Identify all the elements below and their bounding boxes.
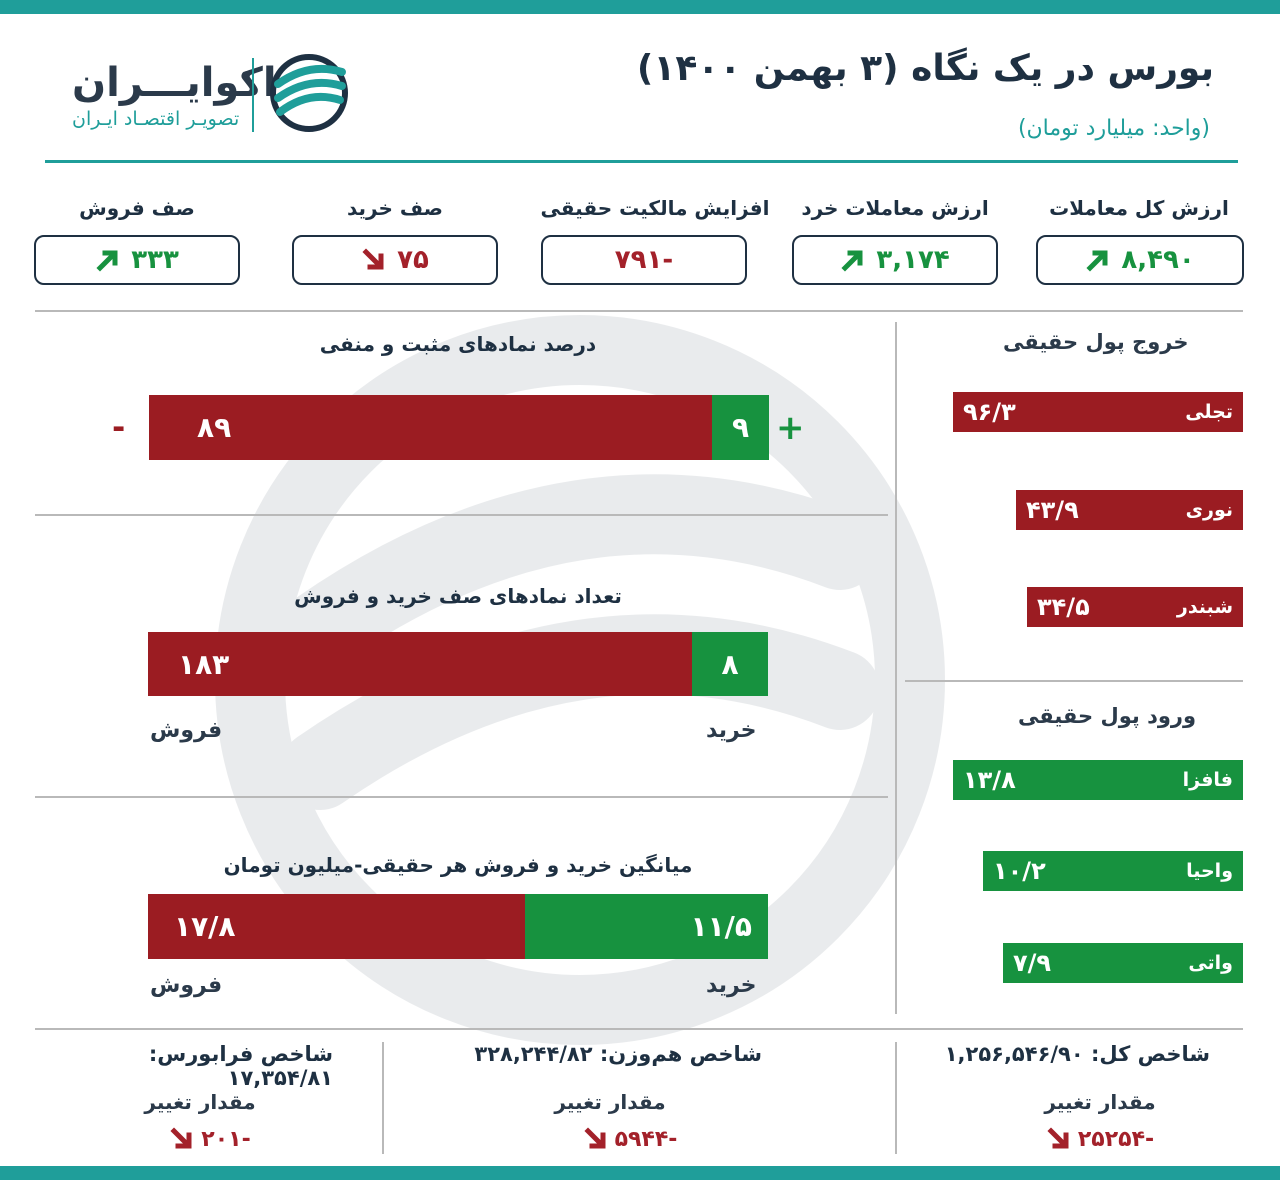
- arrow-up-right-icon: [1086, 250, 1108, 272]
- positive-percent-bar: ۹: [712, 395, 769, 460]
- flow-divider: [905, 680, 1243, 682]
- outflow-item-value: ۹۶/۳: [963, 398, 1016, 426]
- arrow-up-right-icon: [841, 250, 863, 272]
- stat-box-sell-queue: ۳۳۳: [34, 235, 240, 285]
- column-divider: [895, 322, 897, 1014]
- stat-value-buy-queue: ۷۵: [397, 245, 429, 275]
- index-total-change: -۲۵۲۵۴: [960, 1126, 1240, 1152]
- outflow-item-name: تجلی: [1185, 401, 1233, 423]
- negative-percent-value: ۸۹: [197, 411, 232, 444]
- positive-percent-value: ۹: [731, 411, 750, 444]
- inflow-item-value: ۱۰/۲: [993, 857, 1046, 885]
- section-title-queues: تعداد نمادهای صف خرید و فروش: [294, 584, 622, 608]
- index-farabourse-change-label: مقدار تغییر: [144, 1090, 256, 1114]
- outflow-item: تجلی ۹۶/۳: [953, 392, 1243, 432]
- sell-queue-value: ۱۸۳: [178, 647, 230, 681]
- outflow-item-value: ۳۴/۵: [1037, 593, 1090, 621]
- minus-sign: -: [112, 408, 126, 446]
- stats-divider: [35, 310, 1243, 312]
- brand-name: اکوایـــران: [72, 60, 277, 106]
- inflow-item: واتی ۷/۹: [1003, 943, 1243, 983]
- plus-sign: +: [776, 408, 805, 448]
- unit-label: (واحد: میلیارد تومان): [1017, 116, 1210, 141]
- arrow-down-right-icon: [362, 248, 384, 270]
- stat-box-buy-queue: ۷۵: [292, 235, 498, 285]
- buy-queue-value: ۸: [721, 647, 739, 681]
- arrow-down-right-icon: [1047, 1127, 1069, 1149]
- stat-label-retail-value: ارزش معاملات خرد: [801, 196, 989, 220]
- index-equal-weight-change: -۵۹۴۴: [500, 1126, 760, 1152]
- inflow-item: واحیا ۱۰/۲: [983, 851, 1243, 891]
- index-total-change-value: -۲۵۲۵۴: [1077, 1126, 1155, 1152]
- arrow-down-right-icon: [170, 1127, 192, 1149]
- section-title-avg-trade: میانگین خرید و فروش هر حقیقی-میلیون توما…: [223, 853, 693, 877]
- index-equal-weight-name: شاخص هم‌وزن: ۳۲۸,۲۴۴/۸۲: [474, 1042, 762, 1066]
- header-divider: [45, 160, 1238, 163]
- indices-divider: [35, 1028, 1243, 1030]
- inflow-title: ورود پول حقیقی: [1018, 704, 1197, 728]
- outflow-item: شبندر ۳۴/۵: [1027, 587, 1243, 627]
- arrow-up-right-icon: [96, 250, 118, 272]
- stat-box-real-ownership: -۷۹۱: [541, 235, 747, 285]
- outflow-item-value: ۴۳/۹: [1026, 496, 1079, 524]
- section-divider-1: [35, 514, 888, 516]
- stat-label-sell-queue: صف فروش: [79, 196, 195, 220]
- avg-buy-label: خرید: [706, 973, 757, 998]
- index-total-name: شاخص کل: ۱,۲۵۶,۵۴۶/۹۰: [944, 1042, 1210, 1066]
- index-farabourse-name: شاخص فرابورس: ۱۷,۳۵۴/۸۱: [148, 1042, 333, 1090]
- brand-subtitle: تصویـر اقتصـاد ایـران: [72, 108, 240, 130]
- stat-label-total-value: ارزش کل معاملات: [1049, 196, 1229, 220]
- arrow-down-right-icon: [584, 1127, 606, 1149]
- inflow-item-name: واتی: [1188, 952, 1233, 974]
- buy-queue-bar: ۸: [692, 632, 768, 696]
- inflow-item: فافزا ۱۳/۸: [953, 760, 1243, 800]
- index-equal-weight-change-value: -۵۹۴۴: [614, 1126, 678, 1152]
- indices-col-divider-2: [895, 1042, 897, 1154]
- inflow-item-value: ۱۳/۸: [963, 766, 1016, 794]
- stat-box-total-value: ۸,۴۹۰: [1036, 235, 1244, 285]
- top-frame-bar: [0, 0, 1280, 14]
- indices-col-divider-1: [382, 1042, 384, 1154]
- index-farabourse-change: -۲۰۱: [80, 1126, 340, 1152]
- section-title-symbols-percent: درصد نمادهای مثبت و منفی: [319, 332, 597, 356]
- bottom-frame-bar: [0, 1166, 1280, 1180]
- outflow-title: خروج پول حقیقی: [1003, 330, 1189, 354]
- avg-buy-value: ۱۱/۵: [690, 910, 753, 943]
- outflow-item: نوری ۴۳/۹: [1016, 490, 1243, 530]
- avg-sell-value: ۱۷/۸: [174, 910, 236, 943]
- inflow-item-name: فافزا: [1182, 769, 1233, 791]
- brand-logo-icon: [270, 54, 348, 132]
- section-divider-2: [35, 796, 888, 798]
- avg-buy-bar: ۱۱/۵: [525, 894, 768, 959]
- outflow-item-name: شبندر: [1176, 596, 1233, 618]
- stat-value-retail-value: ۳,۱۷۴: [876, 245, 950, 275]
- negative-percent-bar: ۸۹: [149, 395, 712, 460]
- index-equal-weight-change-label: مقدار تغییر: [554, 1090, 666, 1114]
- sell-label: فروش: [150, 718, 223, 743]
- index-farabourse-change-value: -۲۰۱: [201, 1126, 251, 1152]
- stat-label-real-ownership: افزایش مالکیت حقیقی: [540, 196, 770, 220]
- outflow-item-name: نوری: [1185, 499, 1233, 521]
- page-title: بورس در یک نگاه (۳ بهمن ۱۴۰۰): [636, 48, 1214, 89]
- inflow-item-name: واحیا: [1186, 860, 1233, 882]
- stat-value-real-ownership: -۷۹۱: [614, 245, 674, 275]
- inflow-item-value: ۷/۹: [1013, 949, 1052, 977]
- sell-queue-bar: ۱۸۳: [148, 632, 692, 696]
- buy-label: خرید: [706, 718, 757, 743]
- stat-label-buy-queue: صف خرید: [346, 196, 444, 220]
- avg-sell-bar: ۱۷/۸: [148, 894, 525, 959]
- logo-divider: [252, 58, 254, 132]
- stat-value-sell-queue: ۳۳۳: [131, 245, 179, 275]
- stat-value-total-value: ۸,۴۹۰: [1121, 245, 1195, 275]
- index-total-change-label: مقدار تغییر: [1044, 1090, 1156, 1114]
- stat-box-retail-value: ۳,۱۷۴: [792, 235, 998, 285]
- avg-sell-label: فروش: [150, 973, 223, 998]
